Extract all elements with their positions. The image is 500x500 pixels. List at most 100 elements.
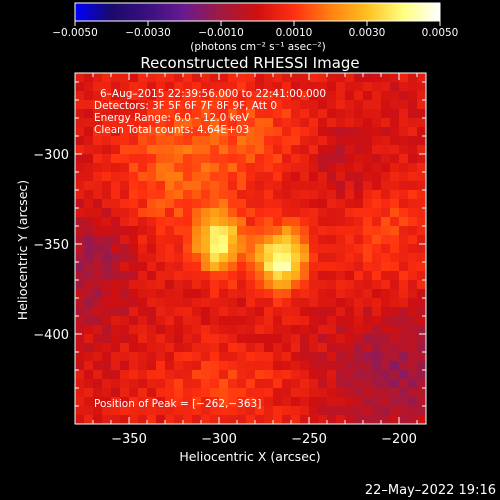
heatmap-cell	[255, 415, 265, 424]
heatmap-cell	[300, 316, 310, 326]
heatmap-cell	[138, 415, 148, 424]
heatmap-cell	[291, 73, 301, 83]
heatmap-cell	[264, 325, 274, 335]
heatmap-cell	[273, 280, 283, 290]
heatmap-cell	[336, 199, 346, 209]
heatmap-cell	[174, 325, 184, 335]
heatmap-cell	[354, 280, 364, 290]
heatmap-cell	[228, 325, 238, 335]
heatmap-cell	[156, 280, 166, 290]
heatmap-cell	[75, 352, 85, 362]
heatmap-cell	[93, 190, 103, 200]
heatmap-cell	[120, 307, 130, 317]
heatmap-cell	[201, 208, 211, 218]
heatmap-cell	[318, 199, 328, 209]
heatmap-cell	[246, 100, 256, 110]
heatmap-cell	[381, 280, 391, 290]
heatmap-cell	[201, 397, 211, 407]
heatmap-cell	[408, 289, 418, 299]
heatmap-cell	[363, 289, 373, 299]
heatmap-cell	[237, 334, 247, 344]
heatmap-cell	[399, 379, 409, 389]
heatmap-cell	[318, 298, 328, 308]
heatmap-cell	[399, 361, 409, 371]
heatmap-cell	[120, 109, 130, 119]
heatmap-cell	[336, 190, 346, 200]
heatmap-cell	[363, 163, 373, 173]
heatmap-cell	[201, 235, 211, 245]
heatmap-cell	[120, 334, 130, 344]
heatmap-cell	[300, 163, 310, 173]
heatmap-cell	[345, 190, 355, 200]
heatmap-cell	[327, 199, 337, 209]
heatmap-cell	[147, 298, 157, 308]
heatmap-cell	[201, 343, 211, 353]
heatmap-cell	[147, 280, 157, 290]
heatmap-cell	[354, 334, 364, 344]
heatmap-cell	[210, 226, 220, 236]
heatmap-cell	[102, 235, 112, 245]
heatmap-cell	[255, 316, 265, 326]
heatmap-cell	[219, 397, 229, 407]
heatmap-cell	[102, 199, 112, 209]
heatmap-cell	[417, 406, 426, 416]
heatmap-cell	[192, 145, 202, 155]
heatmap-cell	[93, 352, 103, 362]
heatmap-cell	[273, 235, 283, 245]
heatmap-cell	[228, 154, 238, 164]
heatmap-cell	[174, 343, 184, 353]
heatmap-cell	[336, 163, 346, 173]
heatmap-cell	[264, 244, 274, 254]
heatmap-cell	[381, 361, 391, 371]
heatmap-cell	[336, 343, 346, 353]
heatmap-cell	[201, 73, 211, 83]
heatmap-cell	[219, 271, 229, 281]
heatmap-cell	[246, 316, 256, 326]
heatmap-cell	[345, 253, 355, 263]
heatmap-cell	[255, 127, 265, 137]
heatmap-cell	[300, 388, 310, 398]
heatmap-cell	[75, 406, 85, 416]
heatmap-cell	[138, 298, 148, 308]
heatmap-cell	[84, 82, 94, 92]
heatmap-cell	[93, 379, 103, 389]
heatmap-cell	[255, 235, 265, 245]
heatmap-cell	[93, 109, 103, 119]
heatmap-cell	[219, 343, 229, 353]
heatmap-cell	[156, 226, 166, 236]
heatmap-cell	[147, 154, 157, 164]
heatmap-cell	[336, 127, 346, 137]
y-axis-ticks: −300−350−400	[33, 81, 426, 407]
heatmap-cell	[183, 406, 193, 416]
heatmap-cell	[120, 118, 130, 128]
heatmap-cell	[84, 415, 94, 424]
heatmap-cell	[255, 136, 265, 146]
heatmap-cell	[336, 397, 346, 407]
heatmap-cell	[309, 370, 319, 380]
heatmap-cell	[273, 343, 283, 353]
heatmap-cell	[237, 271, 247, 281]
heatmap-cell	[264, 226, 274, 236]
heatmap-cell	[183, 136, 193, 146]
heatmap-cell	[129, 190, 139, 200]
heatmap-cell	[156, 190, 166, 200]
heatmap-cell	[273, 190, 283, 200]
heatmap-cell	[138, 253, 148, 263]
heatmap-cell	[390, 352, 400, 362]
heatmap-cell	[237, 280, 247, 290]
heatmap-cell	[93, 118, 103, 128]
heatmap-cell	[354, 235, 364, 245]
heatmap-cell	[417, 181, 426, 191]
heatmap-cell	[336, 235, 346, 245]
heatmap-cell	[246, 280, 256, 290]
heatmap-cell	[93, 298, 103, 308]
heatmap-cell	[147, 217, 157, 227]
heatmap-cell	[408, 91, 418, 101]
heatmap-cell	[192, 217, 202, 227]
heatmap-cell	[363, 172, 373, 182]
heatmap-cell	[156, 352, 166, 362]
heatmap-cell	[192, 289, 202, 299]
heatmap-cell	[201, 190, 211, 200]
heatmap-cell	[237, 379, 247, 389]
heatmap-cell	[300, 370, 310, 380]
